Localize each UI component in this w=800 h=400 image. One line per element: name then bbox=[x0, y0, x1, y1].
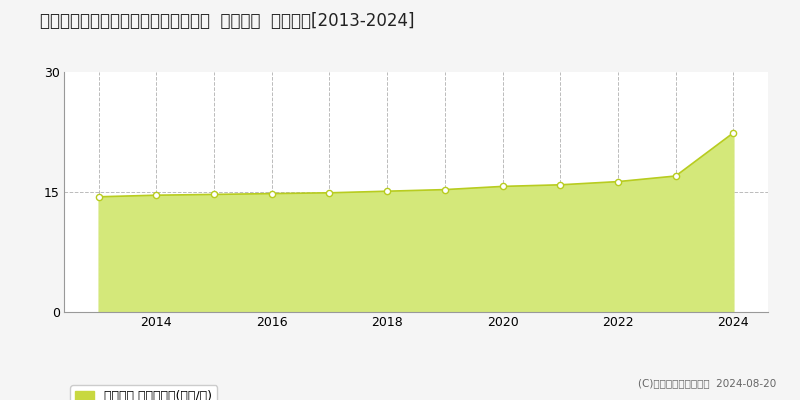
Point bbox=[727, 130, 740, 136]
Point bbox=[381, 188, 394, 194]
Point bbox=[150, 192, 162, 198]
Point bbox=[92, 194, 105, 200]
Point bbox=[611, 178, 624, 185]
Point bbox=[670, 173, 682, 179]
Point bbox=[496, 183, 509, 190]
Point bbox=[266, 190, 278, 197]
Point bbox=[323, 190, 336, 196]
Text: 宮城県名取市飯野坂６丁目３１５番外  地価公示  地価推移[2013-2024]: 宮城県名取市飯野坂６丁目３１５番外 地価公示 地価推移[2013-2024] bbox=[40, 12, 414, 30]
Text: (C)土地価格ドットコム  2024-08-20: (C)土地価格ドットコム 2024-08-20 bbox=[638, 378, 776, 388]
Point bbox=[208, 191, 221, 198]
Point bbox=[554, 182, 566, 188]
Legend: 地価公示 平均坪単価(万円/坪): 地価公示 平均坪単価(万円/坪) bbox=[70, 386, 217, 400]
Point bbox=[438, 186, 451, 193]
